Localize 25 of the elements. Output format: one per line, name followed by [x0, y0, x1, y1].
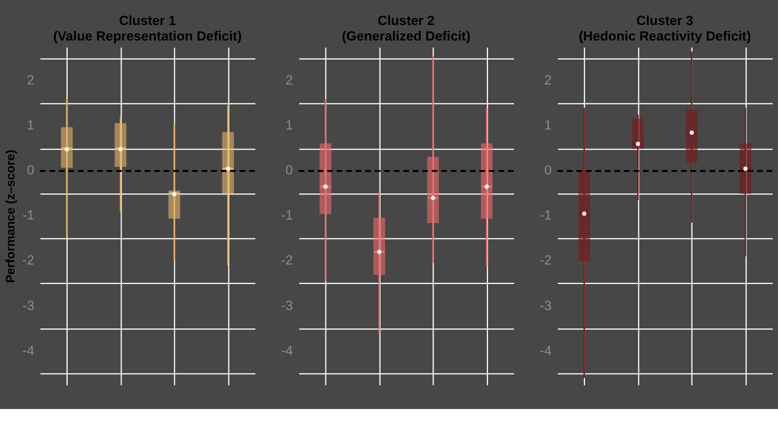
chart-title: Cluster 2 (Generalized Deficit): [342, 13, 470, 44]
y-tick-label: 2: [26, 72, 34, 88]
y-tick-label: -2: [281, 252, 293, 268]
y-tick-label: -4: [540, 342, 552, 358]
y-tick-label: -1: [281, 208, 293, 223]
y-tick-label: -1: [22, 208, 34, 223]
y-tick-label: 2: [286, 72, 293, 88]
y-tick-label: 0: [286, 162, 293, 178]
y-tick-label: -4: [281, 342, 293, 358]
y-axis-title: Performance (z–score): [4, 150, 18, 284]
y-tick-label: -4: [22, 342, 34, 358]
chart-title: Cluster 3 (Hedonic Reactivity Deficit): [578, 13, 751, 44]
y-tick-label: -3: [540, 298, 552, 313]
y-tick-label: 1: [544, 118, 552, 133]
y-tick-label: -3: [281, 298, 293, 313]
y-tick-label: 2: [544, 72, 552, 88]
y-tick-label: 1: [26, 118, 34, 133]
y-tick-label: -1: [540, 208, 552, 223]
y-tick-label: -2: [22, 252, 34, 268]
y-tick-label: 0: [26, 162, 34, 178]
chart-title: Cluster 1 (Value Representation Deficit): [53, 13, 242, 44]
y-tick-label: 1: [286, 118, 293, 133]
y-tick-label: 0: [544, 162, 552, 178]
y-tick-label: -3: [22, 298, 34, 313]
y-tick-label: -2: [540, 252, 552, 268]
